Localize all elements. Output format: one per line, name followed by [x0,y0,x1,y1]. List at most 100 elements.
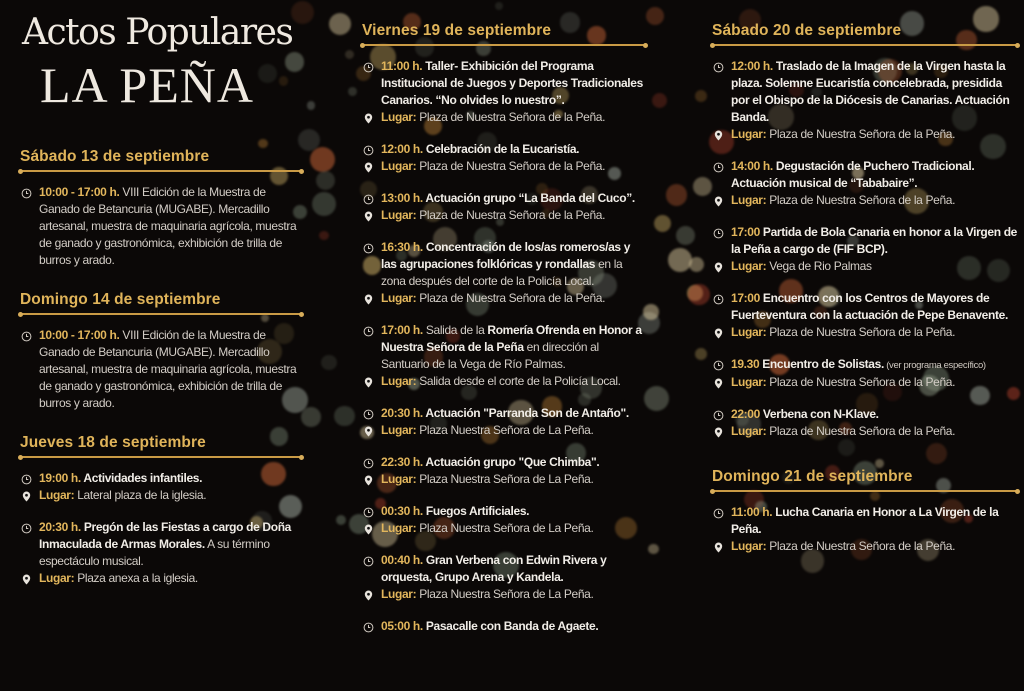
event-time: 17:00 [731,291,760,305]
clock-icon [713,161,724,173]
bokeh-light [466,111,475,120]
event-time: 12:00 h. [731,59,773,73]
event-place: Plaza de Nuestra Señora de la Peña. [769,325,956,339]
bokeh-light [580,186,599,204]
event-place-row: Lugar: Salida desde el corte de la Polic… [362,373,646,390]
bokeh-light [952,105,978,131]
event-time: 12:00 h. [381,142,423,156]
bokeh-light [693,177,713,196]
bokeh-light [614,516,638,540]
event-time-row: 10:00 - 17:00 h. VIII Edición de la Mues… [20,184,302,269]
event-item: 14:00 h. Degustación de Puchero Tradicio… [712,158,1018,209]
bokeh-light [319,230,329,241]
map-pin-icon [363,161,374,173]
bokeh-light [578,392,592,406]
event-item: 12:00 h. Traslado de la Imagen de la Vir… [712,58,1018,143]
bokeh-light [973,6,999,32]
event-description: en la zona después del corte de la Polic… [381,257,623,288]
event-place-row: Lugar: Plaza de Nuestra Señora de la Peñ… [712,374,1018,391]
bokeh-light [939,498,964,523]
bokeh-light [369,43,396,70]
event-place-row: Lugar: Plaza de Nuestra Señora de la Peñ… [712,126,1018,143]
place-label: Lugar: [381,587,417,601]
bokeh-light [250,515,264,529]
event-place: Plaza de Nuestra Señora de la Peña. [769,375,956,389]
event-time: 17:00 h. [381,323,423,337]
bokeh-light [695,348,707,361]
day-section: Jueves 18 de septiembre 19:00 h. Activida… [18,434,304,587]
clock-icon [713,61,724,73]
bokeh-light [687,283,710,306]
event-description: Fuegos Artificiales. [422,504,530,518]
bokeh-light [734,411,749,426]
event-item: 05:00 h. Pasacalle con Banda de Agaete. [362,618,646,635]
clock-icon [363,555,374,567]
event-time-row: 20:30 h. Actuación "Parranda Son de Anta… [362,405,646,422]
event-item: 00:40 h. Gran Verbena con Edwin Rivera y… [362,552,646,603]
bokeh-light [789,82,805,98]
event-place-row: Lugar: Lateral plaza de la iglesia. [20,487,302,504]
bokeh-light [808,420,829,441]
bokeh-light [355,65,371,81]
event-place: Lateral plaza de la iglesia. [77,488,207,502]
event-place: Plaza de Nuestra Señora de la Peña. [769,539,956,553]
bokeh-light [778,279,803,303]
event-time: 10:00 - 17:00 h. [39,185,120,199]
bokeh-light [349,513,370,534]
event-description: Traslado de la Imagen de la Virgen hasta… [731,59,1010,124]
clock-icon [363,325,374,337]
event-time: 19.30 [731,357,760,371]
map-pin-icon [363,210,374,222]
bokeh-light [646,7,664,26]
event-place-row: Lugar: Vega de Rio Palmas [712,258,1018,275]
bokeh-light [415,530,436,552]
clock-icon [21,330,32,342]
map-pin-icon [713,195,724,207]
event-time-row: 13:00 h. Actuación grupo “La Banda del C… [362,190,646,207]
event-item: 16:30 h. Concentración de los/as romeros… [362,239,646,307]
event-time-row: 10:00 - 17:00 h. VIII Edición de la Mues… [20,327,302,412]
bokeh-light [278,76,289,86]
bokeh-light [667,248,692,272]
bokeh-light [856,393,878,415]
event-description: Degustación de Puchero Tradicional. Actu… [731,159,975,190]
place-label: Lugar: [731,193,767,207]
bokeh-light [665,184,688,206]
day-section: Viernes 19 de septiembre 11:00 h. Taller-… [360,22,648,635]
event-item: 10:00 - 17:00 h. VIII Edición de la Mues… [20,327,302,412]
clock-icon [363,242,374,254]
bokeh-light [923,365,949,392]
divider-line [18,168,304,174]
bokeh-light [334,405,355,426]
event-item: 13:00 h. Actuación grupo “La Banda del C… [362,190,646,224]
event-place: Plaza de Nuestra Señora de la Peña. [769,193,956,207]
bokeh-light [579,377,602,400]
bokeh-light [374,497,386,509]
bokeh-light [608,167,621,180]
place-label: Lugar: [731,424,767,438]
event-description: Partida de Bola Canaria en honor a la Vi… [731,225,1018,256]
event-place: Plaza de Nuestra Señora de la Peña. [419,159,606,173]
bokeh-light [744,489,765,510]
bokeh-light [495,217,505,227]
clock-icon [363,61,374,73]
event-time: 16:30 h. [381,240,423,254]
event-time-row: 20:30 h. Pregón de las Fiestas a cargo d… [20,519,302,570]
bokeh-light [310,146,335,172]
event-place-row: Lugar: Plaza de Nuestra Señora de la Peñ… [362,158,646,175]
bokeh-light [768,354,790,376]
bokeh-light [676,226,696,245]
map-pin-icon [363,589,374,601]
bokeh-light [347,86,357,96]
event-time: 17:00 [731,225,760,239]
bokeh-light [918,374,940,396]
bokeh-light [292,204,307,219]
clock-icon [363,506,374,518]
clock-icon [713,507,724,519]
bokeh-light [849,178,865,194]
bokeh-light [869,491,880,502]
event-time-row: 17:00 Partida de Bola Canaria en honor a… [712,224,1018,258]
bokeh-light [402,13,421,32]
event-place-row: Lugar: Plaza de Nuestra Señora de la Peñ… [362,207,646,224]
event-description: Romería Ofrenda en Honor a Nuestra Señor… [381,323,642,354]
